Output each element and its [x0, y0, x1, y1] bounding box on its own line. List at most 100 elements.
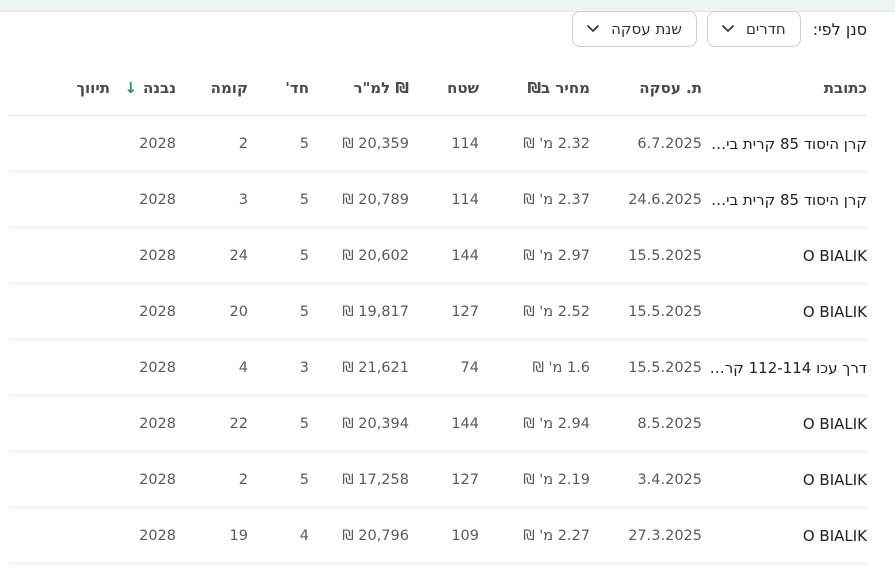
cell-address: O BIALIK	[702, 283, 867, 340]
col-header-date[interactable]: ת. עסקה	[590, 60, 702, 116]
cell-date: 8.5.2025	[590, 395, 702, 452]
table-row[interactable]: O BIALIK 15.5.2025 2.97 מ' ₪ 144 20,602 …	[9, 227, 867, 284]
cell-floor: 2	[176, 451, 248, 508]
cell-built: 2028	[110, 395, 176, 452]
cell-area: 127	[409, 283, 479, 340]
table-row[interactable]: דרך עכו 112-114 קרית ביאליק 15.5.2025 1.…	[9, 339, 867, 396]
col-header-address[interactable]: כתובת	[702, 60, 867, 116]
cell-area: 144	[409, 227, 479, 284]
cell-price-per-sqm: 20,602 ₪	[309, 227, 409, 284]
cell-floor: 22	[176, 395, 248, 452]
cell-price: 1.6 מ' ₪	[479, 339, 590, 396]
cell-broker	[9, 115, 110, 172]
cell-price: 2.27 מ' ₪	[479, 507, 590, 564]
table-row[interactable]: O BIALIK 15.5.2025 2.52 מ' ₪ 127 19,817 …	[9, 283, 867, 340]
deal-year-dropdown-label: שנת עסקה	[611, 20, 682, 38]
cell-broker	[9, 227, 110, 284]
col-header-floor[interactable]: קומה	[176, 60, 248, 116]
cell-built: 2028	[110, 227, 176, 284]
cell-price: 2.52 מ' ₪	[479, 283, 590, 340]
cell-area: 74	[409, 339, 479, 396]
cell-built: 2028	[110, 171, 176, 228]
cell-date: 24.6.2025	[590, 171, 702, 228]
cell-address: קרן היסוד 85 קרית ביאליק	[702, 171, 867, 228]
cell-rooms: 5	[248, 227, 309, 284]
cell-price-per-sqm: 20,789 ₪	[309, 171, 409, 228]
col-header-built-label: נבנה	[142, 78, 176, 97]
rooms-dropdown[interactable]: חדרים	[706, 11, 801, 47]
cell-price: 2.37 מ' ₪	[479, 171, 590, 228]
cell-broker	[9, 283, 110, 340]
cell-floor: 2	[176, 115, 248, 172]
cell-price: 2.19 מ' ₪	[479, 451, 590, 508]
cell-address: O BIALIK	[702, 507, 867, 564]
cell-date: 27.3.2025	[590, 507, 702, 564]
rooms-dropdown-label: חדרים	[745, 20, 786, 38]
table-row[interactable]: O BIALIK 27.3.2025 2.27 מ' ₪ 109 20,796 …	[9, 507, 867, 564]
cell-floor: 20	[176, 283, 248, 340]
cell-built: 2028	[110, 115, 176, 172]
table-row[interactable]: O BIALIK 3.4.2025 2.19 מ' ₪ 127 17,258 ₪…	[9, 451, 867, 508]
col-header-area[interactable]: שטח	[409, 60, 479, 116]
deals-table: כתובת ת. עסקה מחיר ב₪ שטח ₪ למ"ר חד' קומ…	[9, 60, 867, 564]
cell-date: 3.4.2025	[590, 451, 702, 508]
cell-price-per-sqm: 20,394 ₪	[309, 395, 409, 452]
cell-price-per-sqm: 19,817 ₪	[309, 283, 409, 340]
cell-address: דרך עכו 112-114 קרית ביאליק	[702, 339, 867, 396]
cell-built: 2028	[110, 451, 176, 508]
cell-price-per-sqm: 21,621 ₪	[309, 339, 409, 396]
cell-address: O BIALIK	[702, 451, 867, 508]
cell-price-per-sqm: 17,258 ₪	[309, 451, 409, 508]
table-row[interactable]: O BIALIK 8.5.2025 2.94 מ' ₪ 144 20,394 ₪…	[9, 395, 867, 452]
col-header-price[interactable]: מחיר ב₪	[479, 60, 590, 116]
top-strip	[0, 0, 895, 12]
cell-price: 2.97 מ' ₪	[479, 227, 590, 284]
cell-area: 144	[409, 395, 479, 452]
cell-rooms: 5	[248, 283, 309, 340]
cell-address: O BIALIK	[702, 227, 867, 284]
cell-rooms: 5	[248, 395, 309, 452]
cell-broker	[9, 171, 110, 228]
table-body: קרן היסוד 85 קרית ביאליק 6.7.2025 2.32 מ…	[9, 115, 867, 564]
cell-broker	[9, 339, 110, 396]
col-header-rooms[interactable]: חד'	[248, 60, 309, 116]
cell-broker	[9, 395, 110, 452]
filter-label: סנן לפי:	[812, 19, 867, 39]
cell-broker	[9, 507, 110, 564]
deal-year-dropdown[interactable]: שנת עסקה	[572, 11, 697, 47]
cell-date: 15.5.2025	[590, 227, 702, 284]
cell-address: קרן היסוד 85 קרית ביאליק	[702, 115, 867, 172]
cell-rooms: 4	[248, 507, 309, 564]
chevron-down-icon	[722, 23, 734, 35]
cell-address: O BIALIK	[702, 395, 867, 452]
cell-price: 2.32 מ' ₪	[479, 115, 590, 172]
cell-broker	[9, 451, 110, 508]
cell-floor: 24	[176, 227, 248, 284]
col-header-built[interactable]: ↓ נבנה	[110, 60, 176, 116]
table-row[interactable]: קרן היסוד 85 קרית ביאליק 24.6.2025 2.37 …	[9, 171, 867, 228]
cell-area: 109	[409, 507, 479, 564]
cell-rooms: 5	[248, 115, 309, 172]
cell-rooms: 3	[248, 339, 309, 396]
cell-floor: 4	[176, 339, 248, 396]
cell-date: 15.5.2025	[590, 339, 702, 396]
cell-price: 2.94 מ' ₪	[479, 395, 590, 452]
cell-date: 6.7.2025	[590, 115, 702, 172]
cell-area: 114	[409, 115, 479, 172]
sort-down-arrow-icon: ↓	[124, 78, 137, 97]
cell-area: 114	[409, 171, 479, 228]
cell-rooms: 5	[248, 171, 309, 228]
cell-built: 2028	[110, 339, 176, 396]
filter-bar: סנן לפי: חדרים שנת עסקה	[572, 10, 867, 48]
col-header-broker[interactable]: תיווך	[9, 60, 110, 116]
cell-price-per-sqm: 20,796 ₪	[309, 507, 409, 564]
cell-floor: 19	[176, 507, 248, 564]
col-header-price-per-sqm[interactable]: ₪ למ"ר	[309, 60, 409, 116]
table-row[interactable]: קרן היסוד 85 קרית ביאליק 6.7.2025 2.32 מ…	[9, 115, 867, 172]
cell-area: 127	[409, 451, 479, 508]
cell-floor: 3	[176, 171, 248, 228]
cell-built: 2028	[110, 507, 176, 564]
table-header-row: כתובת ת. עסקה מחיר ב₪ שטח ₪ למ"ר חד' קומ…	[9, 60, 867, 116]
cell-rooms: 5	[248, 451, 309, 508]
cell-date: 15.5.2025	[590, 283, 702, 340]
